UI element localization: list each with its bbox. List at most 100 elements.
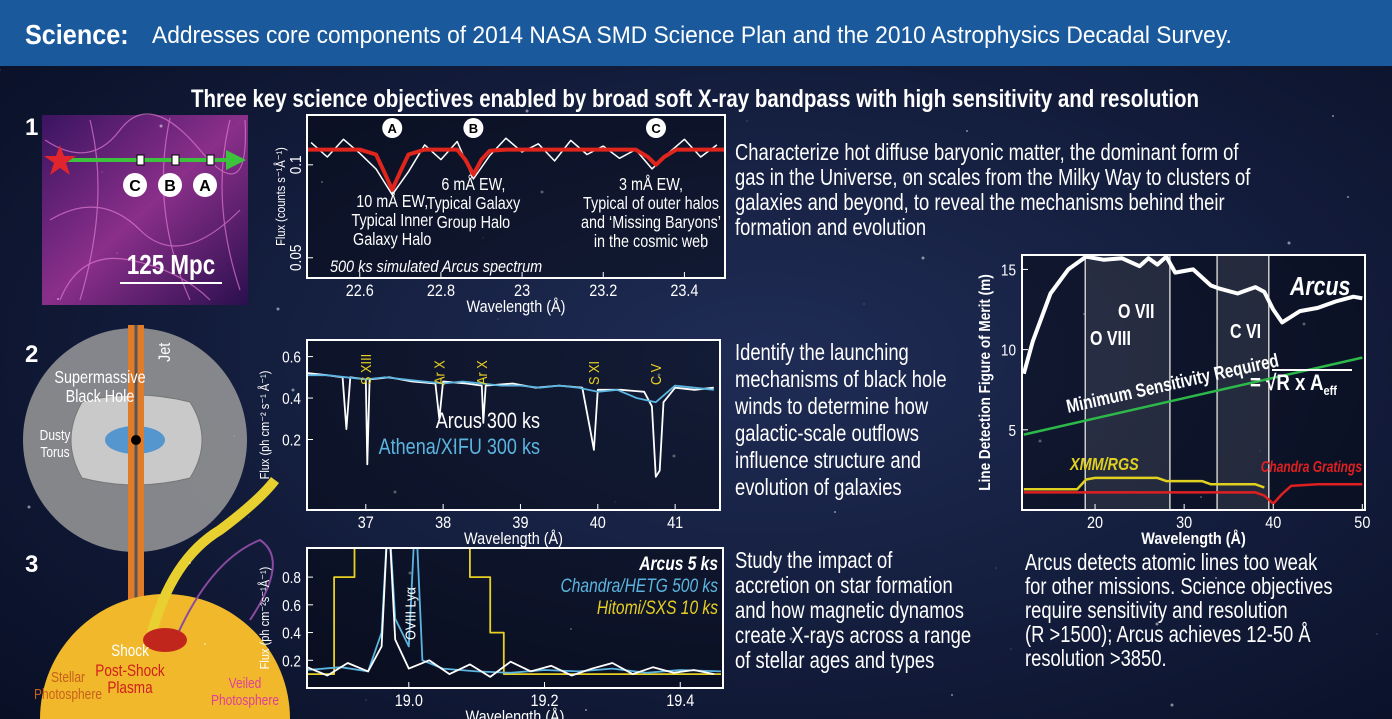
formula-main: = √R x A: [1250, 372, 1324, 396]
y-axis-label: Flux (ph cm⁻² s⁻¹ Å⁻¹): [256, 371, 272, 480]
star: [234, 436, 235, 437]
x-tick-label: 38: [435, 514, 451, 532]
line-label: Ar X: [473, 360, 490, 385]
feature-note: Typical of outer halos: [583, 194, 719, 214]
star: [204, 643, 206, 645]
y-tick-label: 5: [1008, 423, 1016, 440]
y-tick-label: 0.8: [282, 570, 301, 587]
torus-label: Dusty: [40, 427, 71, 444]
star: [249, 517, 250, 518]
series-label: Arcus: [1289, 272, 1350, 302]
objective-number: 1: [25, 114, 38, 141]
star: [160, 125, 163, 128]
star: [1288, 242, 1291, 245]
x-tick-label: 19.0: [395, 692, 423, 710]
y-tick-label: 0.05: [288, 245, 305, 271]
header-label: Science:: [25, 19, 129, 51]
x-tick-label: 22.8: [427, 282, 455, 300]
plasma-label: Plasma: [107, 679, 153, 698]
header-text: Addresses core components of 2014 NASA S…: [152, 21, 1232, 48]
y-tick-label: 0.2: [282, 653, 301, 670]
feature-note: Typical Galaxy: [427, 194, 521, 214]
sightline-marker: [172, 155, 179, 165]
sightline-marker: [207, 155, 214, 165]
star: [102, 172, 103, 173]
objective-text: Study the impact of: [735, 548, 893, 573]
feature-letter: C: [651, 121, 661, 136]
star: [1332, 115, 1334, 117]
objective-text: gas in the Universe, on scales from the …: [735, 165, 1251, 190]
objective-text: Characterize hot diffuse baryonic matter…: [735, 140, 1239, 165]
poster: Science: Addresses core components of 201…: [0, 0, 1392, 719]
marker-letter: A: [199, 178, 211, 195]
plasma-label: Post-Shock: [95, 662, 165, 681]
shock-label: Shock: [111, 642, 149, 661]
feature-letter: B: [469, 121, 478, 136]
feature-letter: A: [388, 121, 398, 136]
objective-text: galaxies and beyond, to reveal the mecha…: [735, 190, 1225, 215]
objective-text: mechanisms of black hole: [735, 367, 947, 392]
objective-text: and how magnetic dynamos: [735, 598, 964, 623]
legend-entry: Arcus 300 ks: [436, 409, 540, 433]
stellar-label: Stellar: [51, 669, 85, 686]
y-tick-label: 0.4: [282, 391, 301, 408]
y-tick-label: 10: [1001, 343, 1016, 360]
y-axis-label: Flux (ph cm⁻²s⁻¹Å⁻¹): [256, 567, 272, 670]
stellar-label: Photosphere: [34, 686, 102, 703]
star: [1171, 704, 1174, 707]
line-label: S XI: [585, 361, 602, 385]
chart-caption: 500 ks simulated Arcus spectrum: [330, 258, 542, 276]
objective-number: 3: [25, 551, 38, 578]
feature-note: in the cosmic web: [594, 232, 708, 252]
marker-letter: C: [129, 178, 141, 195]
shock-region: [143, 628, 187, 652]
y-tick-label: 0.6: [282, 350, 301, 367]
series-label: XMM/RGS: [1069, 455, 1139, 475]
x-tick-label: 50: [1354, 514, 1370, 532]
feature-note: 10 mÅ EW,: [356, 190, 428, 211]
x-tick-label: 23.2: [589, 282, 617, 300]
star: [117, 253, 118, 254]
objective-text: accretion on star formation: [735, 573, 953, 598]
x-axis-label: Wavelength (Å): [464, 528, 563, 548]
marker-letter: B: [164, 178, 176, 195]
page: Science: Addresses core components of 201…: [0, 0, 1392, 719]
summary-text: resolution >3850.: [1025, 646, 1167, 671]
line-annotation: OVIII Lyα: [402, 587, 419, 640]
feature-note: 6 mÅ EW,: [441, 173, 505, 194]
y-tick-label: 0.4: [282, 626, 301, 643]
summary-text: Arcus detects atomic lines too weak: [1025, 550, 1318, 575]
jet-label: Jet: [156, 342, 174, 362]
star: [996, 568, 997, 569]
star: [57, 298, 59, 300]
sightline-marker: [137, 155, 144, 165]
black-hole: [131, 435, 141, 445]
legend-entry: Arcus 5 ks: [638, 553, 718, 575]
feature-note: Group Halo: [437, 213, 511, 233]
y-axis-label: Line Detection Figure of Merit (m): [977, 274, 994, 491]
star: [28, 506, 31, 509]
formula-subscript: eff: [1323, 383, 1337, 398]
objective-text: evolution of galaxies: [735, 475, 902, 500]
band-label: O VIII: [1090, 327, 1131, 349]
star: [1347, 196, 1349, 198]
y-tick-label: 15: [1001, 263, 1016, 280]
band-label: C VI: [1230, 320, 1261, 342]
veiled-label: Photosphere: [211, 692, 279, 709]
star: [277, 308, 280, 311]
star: [922, 257, 925, 260]
star: [834, 511, 836, 513]
x-axis-label: Wavelength (Å): [467, 296, 566, 316]
torus-label: Torus: [40, 444, 70, 461]
x-tick-label: 40: [1265, 514, 1281, 532]
objective-text: Identify the launching: [735, 340, 909, 365]
x-tick-label: 40: [590, 514, 606, 532]
star: [951, 694, 953, 696]
legend-entry: Athena/XIFU 300 ks: [379, 435, 540, 459]
scale-label: 125 Mpc: [127, 250, 215, 281]
y-tick-label: 0.6: [282, 598, 301, 615]
star: [1011, 649, 1012, 650]
star: [966, 130, 968, 132]
x-tick-label: 20: [1087, 514, 1103, 532]
objective-text: create X-rays across a range: [735, 623, 971, 648]
